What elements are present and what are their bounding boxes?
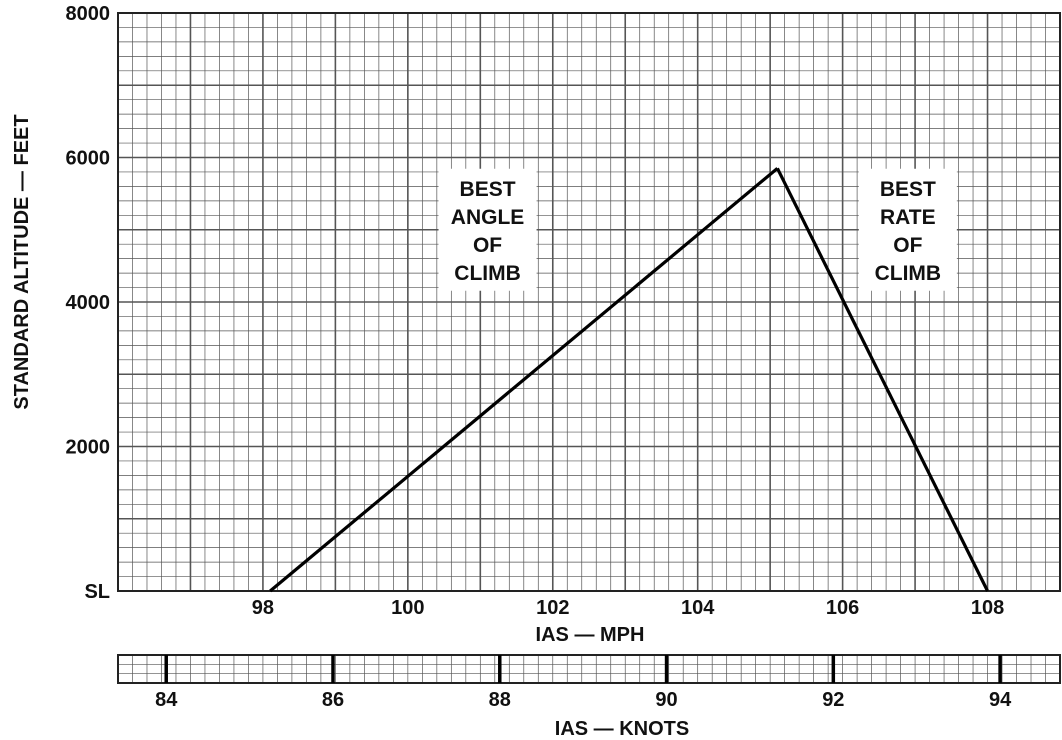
x-tick-label: 104 xyxy=(681,597,715,619)
x-axis-label-knots: IAS — KNOTS xyxy=(555,718,689,740)
climb-lines xyxy=(269,167,989,593)
y-tick-label: 6000 xyxy=(66,148,111,170)
annotation-text: OF xyxy=(893,234,922,257)
y-tick-label: 2000 xyxy=(66,437,111,459)
annotation-text: CLIMB xyxy=(454,262,521,285)
knots-tick-label: 86 xyxy=(322,689,344,711)
x-tick-label: 102 xyxy=(536,597,569,619)
x-tick-label: 98 xyxy=(252,597,274,619)
knots-scale-ticks xyxy=(164,655,1002,683)
annotation-text: BEST xyxy=(880,178,936,201)
y-axis-label: STANDARD ALTITUDE — FEET xyxy=(11,114,33,409)
x-tick-label: 100 xyxy=(391,597,424,619)
x-tick-labels: 98 100 102 104 106 108 xyxy=(252,597,1004,619)
knots-frame xyxy=(117,654,1061,684)
annotation-box-1 xyxy=(438,168,537,291)
annotation-box-2 xyxy=(858,168,957,291)
y-tick-labels: SL 2000 4000 6000 8000 xyxy=(66,3,111,603)
y-tick-label: 8000 xyxy=(66,3,111,25)
plot-frame xyxy=(117,12,1061,592)
series-line-2 xyxy=(775,167,989,592)
annotation-text: OF xyxy=(473,234,502,257)
annotation-text: CLIMB xyxy=(875,262,942,285)
y-tick-label: SL xyxy=(84,581,110,603)
annotation-text: ANGLE xyxy=(451,206,525,229)
series-line-1 xyxy=(269,167,779,593)
knots-scale-grid xyxy=(117,654,1061,684)
knots-tick-label: 94 xyxy=(989,689,1012,711)
knots-tick-labels: 84 86 88 90 92 94 xyxy=(155,689,1012,711)
knots-tick-label: 88 xyxy=(489,689,511,711)
x-tick-label: 106 xyxy=(826,597,859,619)
knots-tick-label: 92 xyxy=(822,689,844,711)
plot-grid xyxy=(117,12,1061,592)
annotations: BEST ANGLE OF CLIMB BEST RATE OF CLIMB xyxy=(438,168,957,291)
annotation-text: RATE xyxy=(880,206,936,229)
x-tick-label: 108 xyxy=(971,597,1004,619)
knots-tick-label: 90 xyxy=(655,689,677,711)
x-axis-label-mph: IAS — MPH xyxy=(536,624,645,646)
annotation-text: BEST xyxy=(460,178,516,201)
knots-tick-label: 84 xyxy=(155,689,178,711)
y-tick-label: 4000 xyxy=(66,292,111,314)
